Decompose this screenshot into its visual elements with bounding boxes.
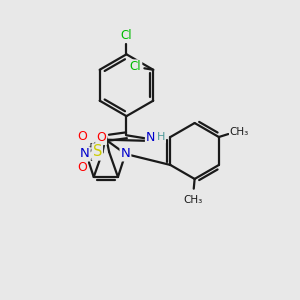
Text: CH₃: CH₃ [230,127,249,137]
Text: CH₃: CH₃ [184,195,203,205]
Text: Cl: Cl [121,29,132,42]
Text: N: N [121,147,130,161]
Text: O: O [77,161,87,174]
Text: S: S [93,145,102,160]
Text: Cl: Cl [130,60,141,73]
Text: H: H [157,132,165,142]
Text: N: N [146,131,155,144]
Text: N: N [80,147,90,161]
Text: O: O [96,131,106,144]
Text: O: O [77,130,87,143]
